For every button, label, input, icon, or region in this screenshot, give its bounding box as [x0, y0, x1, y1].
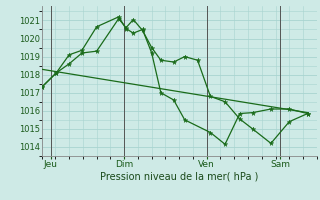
X-axis label: Pression niveau de la mer( hPa ): Pression niveau de la mer( hPa ): [100, 172, 258, 182]
